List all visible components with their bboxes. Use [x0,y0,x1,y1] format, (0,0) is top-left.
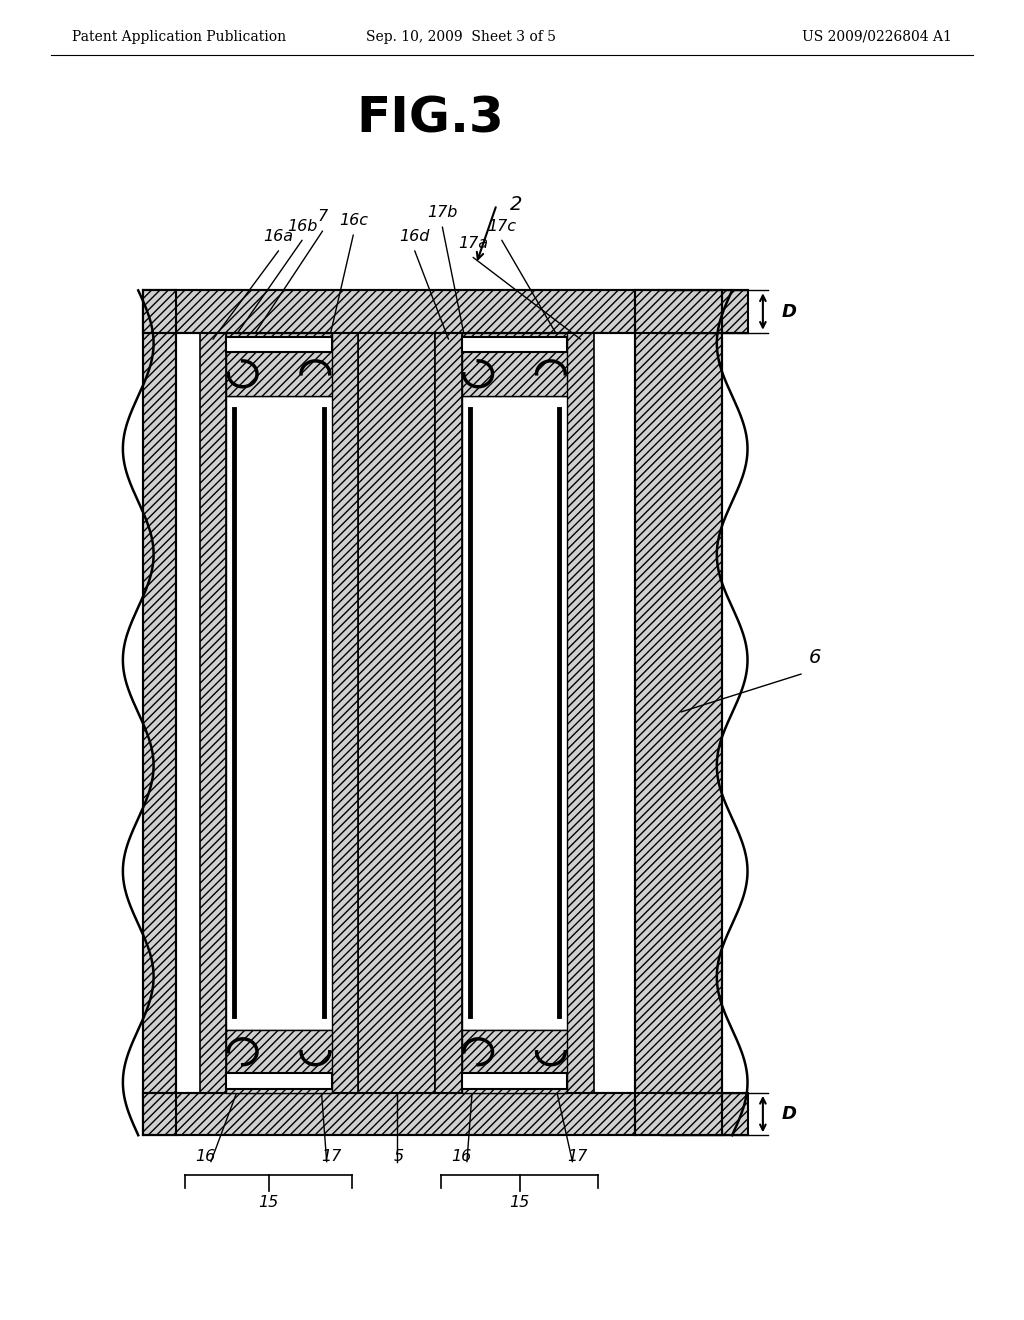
Bar [226,1030,332,1093]
Bar [200,333,226,1093]
Bar [143,1093,748,1135]
Bar [462,337,567,352]
Bar [143,290,748,333]
Text: D: D [781,302,797,321]
Text: 15: 15 [510,1195,529,1209]
Text: 2: 2 [510,195,522,214]
Text: 15: 15 [259,1195,279,1209]
Bar [226,1073,332,1089]
Bar [435,333,462,1093]
Text: Sep. 10, 2009  Sheet 3 of 5: Sep. 10, 2009 Sheet 3 of 5 [366,30,556,44]
Bar [332,333,358,1093]
Text: 16b: 16b [287,219,317,234]
Bar [143,290,176,1135]
Text: 16a: 16a [263,230,294,244]
Text: 16d: 16d [399,230,430,244]
Bar [358,333,435,1093]
Text: 16: 16 [196,1150,216,1164]
Text: FIG.3: FIG.3 [356,95,504,143]
Text: 16c: 16c [339,214,368,228]
Text: 17b: 17b [427,206,458,220]
Text: 6: 6 [809,648,821,667]
Bar [462,333,567,396]
Text: D: D [781,1105,797,1123]
Bar [462,396,567,1030]
Text: 17: 17 [567,1150,588,1164]
Bar [462,396,567,1030]
Bar [226,337,332,352]
Bar [462,1030,567,1093]
Bar [462,1073,567,1089]
Text: 5: 5 [394,1150,403,1164]
Bar [226,333,332,396]
Bar [567,333,594,1093]
Text: 16: 16 [452,1150,472,1164]
Text: 7: 7 [317,210,328,224]
Text: 17a: 17a [458,236,488,251]
Text: Patent Application Publication: Patent Application Publication [72,30,286,44]
Bar [226,396,332,1030]
Bar [635,290,722,1135]
Text: US 2009/0226804 A1: US 2009/0226804 A1 [803,30,952,44]
Text: 17: 17 [322,1150,342,1164]
Bar [226,396,332,1030]
Text: 17c: 17c [487,219,516,234]
